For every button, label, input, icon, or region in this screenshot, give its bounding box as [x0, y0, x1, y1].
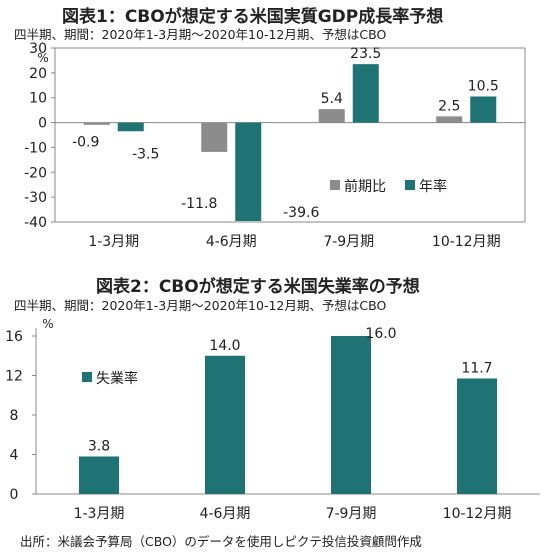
y-tick-label: 10: [29, 91, 47, 107]
y-tick-label: 20: [29, 66, 47, 82]
y-tick-label: -30: [24, 190, 47, 206]
y-tick-label: 4: [10, 448, 19, 464]
legend-label-unemployment: 失業率: [96, 370, 138, 387]
x-tick-label: 10-12月期: [432, 234, 501, 250]
y-tick-label: -10: [24, 140, 47, 156]
bar-unemployment: [79, 456, 119, 494]
value-label-unemployment: 3.8: [88, 438, 110, 454]
x-tick-label: 7-9月期: [326, 506, 377, 522]
value-label-unemployment: 16.0: [365, 326, 396, 342]
legend-label-prev: 前期比: [344, 178, 386, 195]
value-label-annual: 10.5: [468, 78, 499, 94]
bar-annual: [235, 122, 262, 222]
bar-unemployment: [205, 355, 245, 494]
value-label-annual: -3.5: [132, 147, 159, 163]
y-tick-label: 0: [10, 487, 19, 503]
x-tick-label: 4-6月期: [200, 506, 251, 522]
y-tick-label: 16: [5, 329, 23, 345]
chart1-title: 図表1：CBOが想定する米国実質GDP成長率予想: [62, 7, 444, 27]
value-label-prev: -11.8: [181, 196, 217, 212]
value-label-prev: 5.4: [321, 91, 343, 107]
value-label-unemployment: 14.0: [209, 338, 240, 354]
y-unit-label: %: [42, 317, 53, 331]
chart2-subtitle: 四半期、期間：2020年1-3月期～2020年10-12月期、予想はCBO: [14, 298, 387, 313]
x-tick-label: 4-6月期: [206, 234, 257, 250]
x-tick-label: 1-3月期: [74, 506, 125, 522]
bar-annual: [470, 96, 497, 123]
bar-unemployment: [457, 378, 497, 494]
value-label-annual: -39.6: [283, 205, 319, 221]
value-label-prev: -0.9: [72, 135, 99, 151]
value-label-unemployment: 11.7: [461, 360, 492, 376]
bar-annual: [352, 64, 379, 123]
source-note: 出所：米議会予算局（CBO）のデータを使用しピクテ投信投資顧問作成: [20, 534, 422, 549]
legend-swatch-prev: [330, 180, 340, 190]
bar-prev: [318, 109, 345, 123]
legend-label-annual: 年率: [419, 178, 447, 195]
bar-annual: [117, 122, 144, 132]
bar-unemployment: [331, 336, 371, 494]
y-tick-label: -40: [24, 215, 47, 231]
value-label-prev: 2.5: [438, 98, 460, 114]
y-tick-label: 8: [10, 408, 19, 424]
bar-prev: [201, 122, 228, 152]
y-unit-label: %: [37, 51, 48, 65]
y-tick-label: 12: [5, 369, 23, 385]
value-label-annual: 23.5: [350, 46, 381, 62]
x-tick-label: 1-3月期: [88, 234, 139, 250]
chart2-title: 図表2：CBOが想定する米国失業率の予想: [96, 277, 420, 297]
bar-prev: [83, 122, 110, 125]
chart1-subtitle: 四半期、期間：2020年1-3月期～2020年10-12月期、予想はCBO: [14, 27, 387, 42]
bar-prev: [436, 116, 463, 123]
x-tick-label: 10-12月期: [443, 506, 512, 522]
y-tick-label: -20: [24, 165, 47, 181]
legend-swatch-annual: [405, 180, 415, 190]
y-tick-label: 30: [29, 41, 47, 57]
y-tick-label: 0: [38, 116, 47, 132]
x-tick-label: 7-9月期: [323, 234, 374, 250]
legend-swatch-unemployment: [82, 372, 92, 382]
